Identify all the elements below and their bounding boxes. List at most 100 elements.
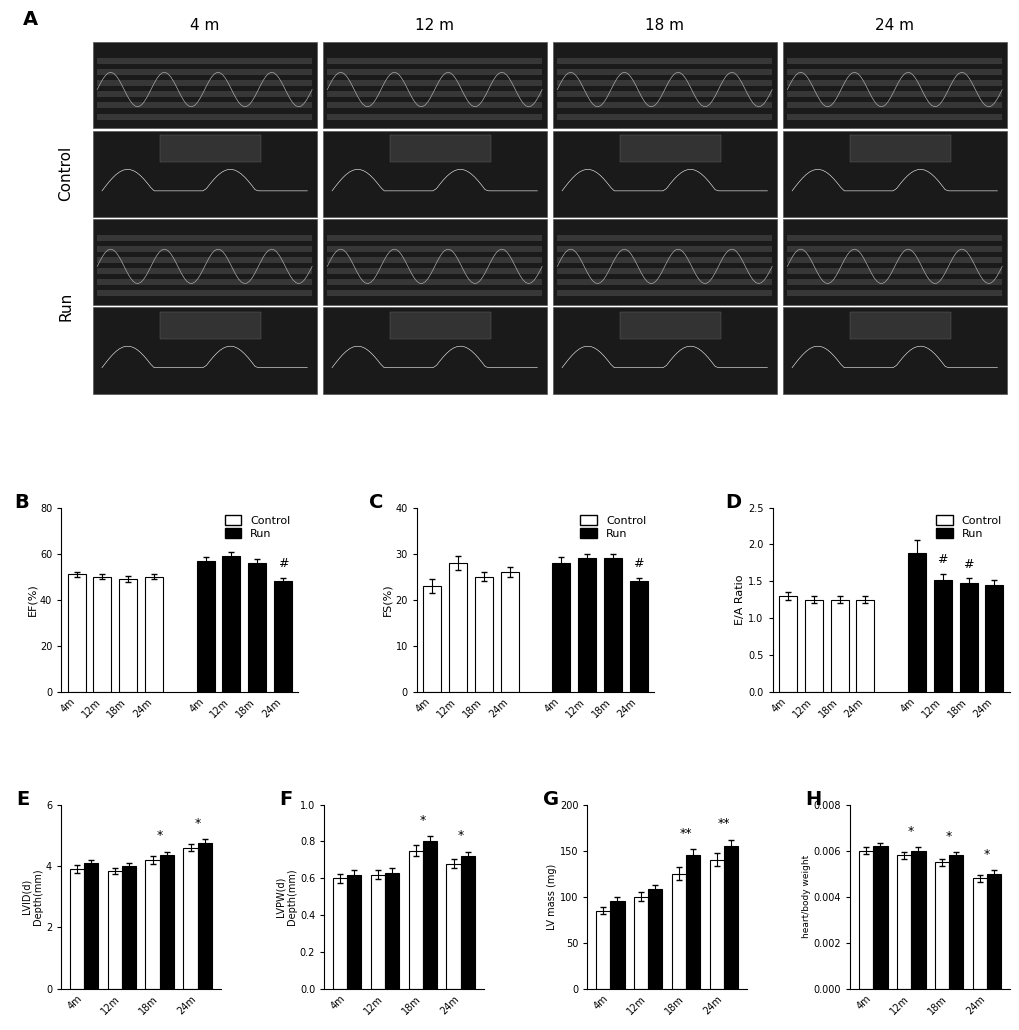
Bar bbox=[556, 246, 771, 251]
Bar bbox=[384, 872, 399, 989]
Y-axis label: LV mass (mg): LV mass (mg) bbox=[546, 863, 556, 930]
Bar bbox=[107, 870, 122, 989]
Bar bbox=[948, 855, 963, 989]
Y-axis label: LVID(d)
Depth(mm): LVID(d) Depth(mm) bbox=[21, 868, 43, 925]
Bar bbox=[686, 855, 700, 989]
Text: 24 m: 24 m bbox=[874, 19, 913, 33]
Bar bbox=[856, 599, 873, 692]
Bar bbox=[146, 860, 160, 989]
Bar bbox=[556, 92, 771, 97]
Text: Run: Run bbox=[58, 291, 73, 321]
Bar bbox=[620, 135, 720, 163]
Bar bbox=[327, 279, 542, 285]
Bar bbox=[500, 572, 519, 692]
Bar bbox=[671, 873, 686, 989]
Bar bbox=[327, 69, 542, 75]
Text: *: * bbox=[983, 848, 989, 861]
Bar bbox=[423, 586, 441, 692]
FancyBboxPatch shape bbox=[782, 42, 1006, 129]
Bar bbox=[556, 256, 771, 263]
Bar bbox=[119, 579, 138, 692]
Bar bbox=[273, 581, 291, 692]
Bar bbox=[849, 312, 950, 339]
Bar bbox=[787, 92, 1002, 97]
Bar bbox=[787, 113, 1002, 119]
Text: Control: Control bbox=[58, 146, 73, 201]
FancyBboxPatch shape bbox=[322, 131, 546, 216]
FancyBboxPatch shape bbox=[552, 42, 776, 129]
Bar bbox=[872, 846, 887, 989]
Text: #: # bbox=[633, 557, 643, 571]
Bar bbox=[896, 855, 910, 989]
Bar bbox=[829, 599, 848, 692]
Bar bbox=[97, 246, 312, 251]
Bar bbox=[327, 246, 542, 251]
Bar bbox=[910, 851, 924, 989]
Bar bbox=[160, 135, 261, 163]
Text: A: A bbox=[23, 10, 39, 29]
Bar bbox=[423, 842, 437, 989]
Bar bbox=[972, 879, 986, 989]
Y-axis label: FS(%): FS(%) bbox=[382, 583, 392, 616]
Text: 18 m: 18 m bbox=[645, 19, 684, 33]
Bar bbox=[97, 113, 312, 119]
Text: G: G bbox=[542, 790, 558, 809]
Bar bbox=[97, 58, 312, 64]
Bar bbox=[933, 862, 948, 989]
Bar bbox=[122, 866, 137, 989]
Bar bbox=[327, 80, 542, 87]
Text: #: # bbox=[936, 553, 947, 566]
Bar bbox=[787, 69, 1002, 75]
Bar bbox=[709, 860, 723, 989]
Bar bbox=[97, 256, 312, 263]
FancyBboxPatch shape bbox=[782, 131, 1006, 216]
Text: B: B bbox=[13, 492, 29, 512]
Bar bbox=[446, 863, 461, 989]
Bar bbox=[787, 102, 1002, 108]
Text: E: E bbox=[16, 790, 30, 809]
Bar bbox=[907, 553, 925, 692]
Bar bbox=[327, 58, 542, 64]
Bar bbox=[248, 562, 266, 692]
Text: 12 m: 12 m bbox=[415, 19, 453, 33]
Bar bbox=[858, 851, 872, 989]
Text: 4 m: 4 m bbox=[190, 19, 219, 33]
Text: *: * bbox=[907, 825, 913, 838]
FancyBboxPatch shape bbox=[93, 307, 317, 393]
Bar bbox=[603, 558, 622, 692]
Bar bbox=[327, 113, 542, 119]
Bar bbox=[787, 268, 1002, 274]
Bar bbox=[160, 855, 174, 989]
Bar bbox=[370, 874, 384, 989]
FancyBboxPatch shape bbox=[322, 42, 546, 129]
Bar bbox=[145, 577, 163, 692]
Bar bbox=[556, 58, 771, 64]
Bar bbox=[787, 290, 1002, 297]
Bar bbox=[986, 873, 1001, 989]
Bar bbox=[787, 279, 1002, 285]
Bar bbox=[84, 863, 98, 989]
FancyBboxPatch shape bbox=[782, 219, 1006, 305]
Bar bbox=[346, 874, 361, 989]
Bar bbox=[97, 268, 312, 274]
Bar bbox=[595, 911, 609, 989]
Bar bbox=[629, 581, 647, 692]
FancyBboxPatch shape bbox=[322, 219, 546, 305]
Bar bbox=[787, 256, 1002, 263]
Text: **: ** bbox=[717, 818, 730, 830]
Bar bbox=[327, 290, 542, 297]
Bar bbox=[97, 279, 312, 285]
Bar bbox=[97, 92, 312, 97]
Bar bbox=[475, 577, 492, 692]
Bar bbox=[327, 235, 542, 241]
Bar bbox=[647, 889, 661, 989]
Text: *: * bbox=[458, 829, 464, 843]
Bar bbox=[633, 897, 647, 989]
Bar bbox=[556, 268, 771, 274]
Text: *: * bbox=[157, 829, 163, 843]
Text: #: # bbox=[277, 557, 287, 571]
Bar bbox=[779, 596, 797, 692]
Bar bbox=[97, 235, 312, 241]
Bar bbox=[327, 256, 542, 263]
Bar bbox=[849, 135, 950, 163]
